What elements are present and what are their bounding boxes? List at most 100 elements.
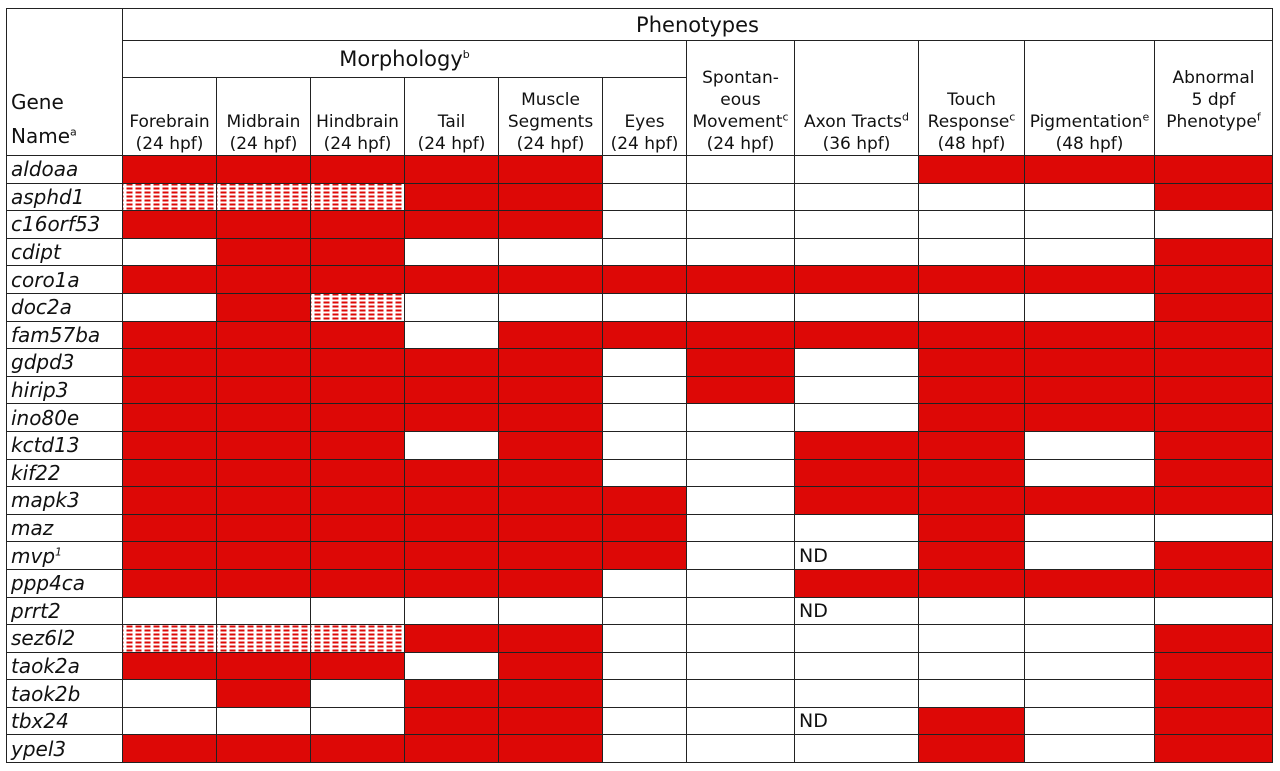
- phenotype-cell-absent: [686, 568, 795, 598]
- phenotype-cell-absent: [602, 155, 687, 184]
- phenotype-cell-present: [216, 513, 311, 543]
- column-header-5-l2-text: Eyes: [624, 112, 665, 132]
- column-header-10-l2: Phenotypef: [1155, 111, 1272, 133]
- column-header-7-l3: (36 hpf): [795, 133, 918, 155]
- table-row: mapk3: [6, 486, 1273, 515]
- column-header-10-l1-text: 5 dpf: [1191, 90, 1236, 110]
- phenotype-cell-partial: [310, 182, 405, 212]
- column-header-4-l1: Muscle: [499, 89, 602, 111]
- gene-name: tbx24: [11, 709, 69, 734]
- phenotype-cell-absent: [1154, 210, 1273, 239]
- phenotype-cell-present: [404, 348, 499, 377]
- column-header-10-l0-text: Abnormal: [1172, 68, 1255, 88]
- phenotype-cell-present: [498, 430, 603, 460]
- phenotype-cell-absent: [686, 155, 795, 184]
- phenotype-cell-present: [1024, 320, 1155, 350]
- phenotype-cell-present: [794, 568, 919, 598]
- column-header-2-l3-text: (24 hpf): [323, 134, 392, 154]
- phenotype-cell-present: [122, 430, 217, 460]
- phenotype-cell-nd: ND: [794, 541, 919, 570]
- phenotype-cell-absent: [794, 210, 919, 239]
- phenotype-cell-present: [918, 430, 1025, 460]
- phenotype-cell-present: [310, 265, 405, 294]
- column-header-blank: [1155, 133, 1272, 155]
- gene-name: sez6l2: [11, 626, 76, 651]
- table-row: kctd13: [6, 430, 1273, 460]
- phenotype-cell-present: [1154, 375, 1273, 405]
- phenotype-cell-present: [216, 734, 311, 764]
- phenotype-cell-present: [498, 210, 603, 239]
- phenotype-cell-absent: [1154, 596, 1273, 626]
- phenotype-cell-present: [1154, 541, 1273, 570]
- phenotype-cell-present: [1024, 568, 1155, 598]
- phenotype-cell-present: [498, 155, 603, 184]
- phenotype-cell-present: [498, 651, 603, 681]
- column-header-3-l2-text: Tail: [437, 112, 466, 132]
- phenotype-cell-nd: ND: [794, 706, 919, 736]
- phenotype-cell-absent: [602, 568, 687, 598]
- phenotype-cell-absent: [602, 734, 687, 764]
- phenotype-cell-absent: [1024, 706, 1155, 736]
- phenotype-cell-present: [918, 458, 1025, 488]
- phenotype-cell-partial: [122, 624, 217, 653]
- column-header-0-l2-text: Forebrain: [129, 112, 210, 132]
- phenotype-cell-absent: [918, 292, 1025, 322]
- column-header-6: Spontan-eous Movementc (24 hpf): [686, 40, 795, 156]
- column-header-9-l2-sup: e: [1142, 110, 1150, 124]
- phenotype-cell-present: [498, 403, 603, 432]
- nd-label: ND: [799, 599, 828, 622]
- phenotype-cell-absent: [602, 624, 687, 653]
- phenotype-cell-absent: [1024, 596, 1155, 626]
- phenotype-cell-absent: [1024, 430, 1155, 460]
- column-header-6-l0: Spontan-: [687, 67, 794, 89]
- phenotype-cell-present: [918, 568, 1025, 598]
- phenotype-cell-present: [1154, 734, 1273, 764]
- phenotype-cell-present: [122, 320, 217, 350]
- table-body: Gene Namea Phenotypes Morphologyb Sponta…: [6, 8, 1273, 764]
- phenotype-cell-present: [310, 375, 405, 405]
- table-row: coro1a: [6, 265, 1273, 294]
- column-header-blank: [795, 89, 918, 111]
- phenotype-cell-present: [404, 210, 499, 239]
- gene-name: c16orf53: [11, 212, 101, 237]
- phenotype-cell-present: [794, 430, 919, 460]
- column-header-1: Midbrain (24 hpf): [216, 77, 311, 156]
- phenotype-cell-present: [404, 182, 499, 212]
- phenotype-cell-absent: [404, 651, 499, 681]
- gene-header-sup: a: [70, 125, 77, 139]
- phenotype-cell-present: [1154, 486, 1273, 515]
- column-header-3-l3-text: (24 hpf): [417, 134, 486, 154]
- phenotype-cell-present: [794, 458, 919, 488]
- phenotype-cell-absent: [1024, 734, 1155, 764]
- gene-name: coro1a: [11, 267, 80, 292]
- column-header-5-l2: Eyes: [603, 111, 686, 133]
- column-header-5: Eyes (24 hpf): [602, 77, 687, 156]
- phenotype-cell-present: [918, 513, 1025, 543]
- column-header-0: Forebrain (24 hpf): [122, 77, 217, 156]
- phenotype-cell-absent: [498, 237, 603, 267]
- column-header-blank: [1025, 89, 1154, 111]
- column-header-3-l2: Tail: [405, 111, 498, 133]
- phenotype-cell-absent: [1024, 292, 1155, 322]
- phenotype-cell-partial: [216, 624, 311, 653]
- gene-name-cell: ypel3: [6, 734, 123, 764]
- phenotype-cell-present: [122, 651, 217, 681]
- phenotype-cell-present: [310, 237, 405, 267]
- phenotype-cell-partial: [122, 182, 217, 212]
- column-header-8-l1: Touch: [919, 89, 1024, 111]
- phenotype-cell-present: [498, 679, 603, 708]
- phenotype-cell-absent: [602, 651, 687, 681]
- table-row: prrt2 ND: [6, 596, 1273, 626]
- phenotype-cell-present: [404, 513, 499, 543]
- phenotype-cell-absent: [918, 679, 1025, 708]
- phenotype-cell-absent: [1024, 679, 1155, 708]
- table-row: maz: [6, 513, 1273, 543]
- phenotype-cell-absent: [686, 624, 795, 653]
- column-header-0-l2: Forebrain: [123, 111, 216, 133]
- gene-name-cell: ino80e: [6, 403, 123, 432]
- phenotype-cell-absent: [404, 596, 499, 626]
- gene-name-cell: fam57ba: [6, 320, 123, 350]
- phenotype-cell-absent: [794, 403, 919, 432]
- gene-name: asphd1: [11, 184, 85, 209]
- phenotype-cell-present: [310, 541, 405, 570]
